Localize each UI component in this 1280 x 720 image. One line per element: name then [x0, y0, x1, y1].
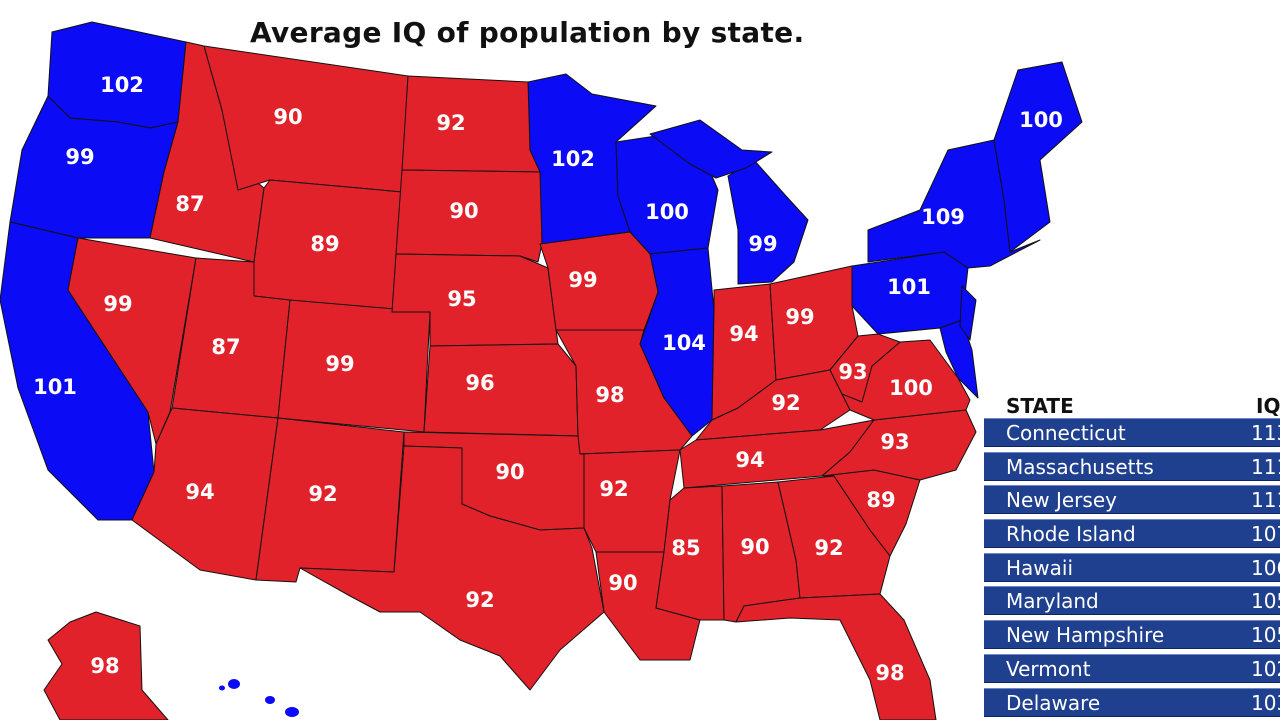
state-iq-label: 92	[308, 482, 337, 506]
row-state: Connecticut	[1006, 421, 1126, 445]
header-iq: IQ	[1256, 394, 1280, 418]
state-iq-label: 99	[785, 305, 814, 329]
table-header: STATE IQ	[984, 390, 1280, 418]
state-montana	[203, 45, 409, 193]
row-state: Maryland	[1006, 589, 1099, 614]
state-iq-label: 90	[449, 199, 478, 223]
state-iq-label: 93	[838, 360, 867, 384]
state-iq-label: 99	[65, 145, 94, 169]
state-iq-label: 94	[185, 480, 214, 504]
state-iq-label: 92	[599, 477, 628, 501]
row-iq: 111	[1251, 454, 1280, 479]
state-iq-label: 89	[866, 488, 895, 512]
state-new-york	[867, 139, 1041, 269]
state-iq-label: 99	[103, 292, 132, 316]
state-arkansas	[579, 449, 681, 553]
row-iq: 111	[1251, 488, 1280, 513]
state-iq-label: 92	[771, 391, 800, 415]
state-iq-label: 93	[880, 430, 909, 454]
row-state: Rhode Island	[1006, 522, 1136, 547]
state-iq-label: 109	[921, 205, 965, 229]
state-iq-label: 87	[175, 192, 204, 216]
row-iq: 102	[1251, 656, 1280, 681]
state-nj	[959, 285, 977, 341]
state-west-virginia	[829, 333, 901, 403]
state-iq-label: 99	[748, 232, 777, 256]
state-iq-label: 87	[211, 335, 240, 359]
state-north-dakota	[401, 75, 541, 173]
table-row: Massachusetts 111	[984, 451, 1280, 481]
ranking-table: STATE IQ Connecticut 113 Massachusetts 111…	[984, 390, 1280, 720]
state-iq-label: 104	[662, 331, 706, 355]
state-iq-label: 98	[875, 661, 904, 685]
map-title: Average IQ of population by state.	[250, 16, 805, 49]
state-iq-label: 85	[671, 536, 700, 560]
state-iq-label: 90	[495, 460, 524, 484]
table-row: Vermont 102	[984, 653, 1280, 683]
state-iq-label: 102	[551, 147, 595, 171]
row-iq: 105	[1251, 589, 1280, 614]
state-michigan-lower	[727, 159, 809, 285]
hawaii-island	[265, 696, 275, 704]
state-florida	[735, 593, 937, 720]
state-iq-label: 95	[447, 287, 476, 311]
state-iq-label: 101	[33, 375, 77, 399]
state-iq-label: 90	[273, 105, 302, 129]
state-iq-label: 89	[310, 232, 339, 256]
table-row: Connecticut 113	[984, 418, 1280, 447]
state-kansas	[423, 343, 579, 437]
table-row: New Hampshire 105	[984, 620, 1280, 650]
state-iowa	[539, 231, 659, 331]
state-iq-label: 90	[740, 535, 769, 559]
state-iq-label: 98	[90, 654, 119, 678]
row-state: New Hampshire	[1006, 623, 1165, 648]
row-iq: 103	[1251, 690, 1280, 715]
row-iq: 107	[1251, 522, 1280, 547]
state-iq-label: 100	[1019, 108, 1063, 132]
state-iq-label: 92	[465, 588, 494, 612]
row-state: Vermont	[1006, 656, 1091, 681]
table-row: Delaware 103	[984, 687, 1280, 717]
state-missouri	[555, 329, 693, 455]
state-iq-label: 92	[814, 536, 843, 560]
state-iq-label: 94	[729, 322, 758, 346]
row-state: Hawaii	[1006, 555, 1074, 580]
row-iq: 105	[1251, 623, 1280, 648]
state-iq-label: 90	[608, 571, 637, 595]
row-state: New Jersey	[1006, 488, 1117, 513]
state-iq-label: 99	[325, 352, 354, 376]
hawaii-island	[285, 707, 299, 717]
table-row: Hawaii 106	[984, 552, 1280, 582]
state-iq-label: 100	[645, 200, 689, 224]
state-iq-label: 98	[595, 383, 624, 407]
state-iq-label: 100	[889, 376, 933, 400]
row-iq: 113	[1251, 421, 1280, 445]
table-row: New Jersey 111	[984, 485, 1280, 515]
table-row: Maryland 105	[984, 586, 1280, 616]
state-iq-label: 101	[887, 275, 931, 299]
state-iq-label: 94	[735, 448, 764, 472]
state-iq-label: 96	[465, 371, 494, 395]
state-michigan-upper	[649, 119, 773, 179]
hawaii-island	[228, 679, 240, 689]
state-iq-label: 102	[100, 73, 144, 97]
state-new-england	[993, 61, 1083, 253]
table-row: Rhode Island 107	[984, 519, 1280, 549]
state-texas	[299, 445, 605, 691]
state-iq-label: 99	[568, 268, 597, 292]
hawaii-island	[219, 685, 225, 691]
row-iq: 106	[1251, 555, 1280, 580]
header-state: STATE	[1006, 394, 1074, 418]
state-mississippi	[655, 485, 725, 621]
row-state: Massachusetts	[1006, 454, 1154, 479]
row-state: Delaware	[1006, 690, 1101, 715]
state-alaska	[43, 611, 169, 720]
state-iq-label: 92	[436, 111, 465, 135]
